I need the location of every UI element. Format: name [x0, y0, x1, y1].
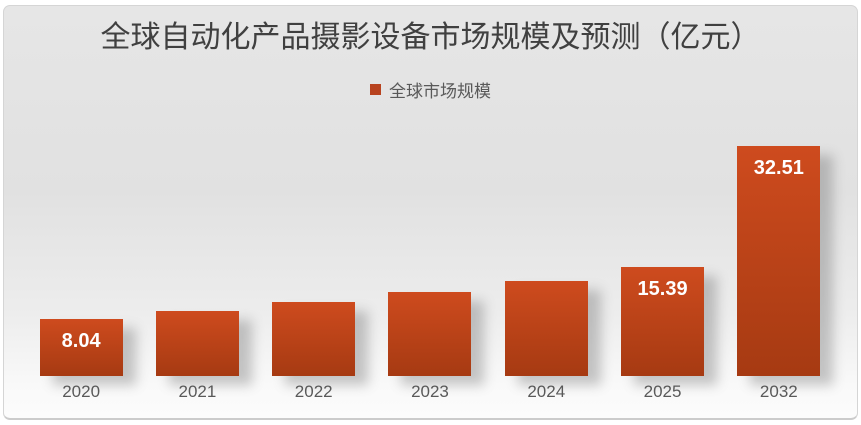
chart-title: 全球自动化产品摄影设备市场规模及预测（亿元） [100, 21, 761, 54]
plot-area: 8.04 15.39 32.51 [23, 100, 837, 376]
bar-column-2023 [372, 100, 488, 376]
legend: 全球市场规模 [0, 79, 861, 101]
bar-2022 [272, 302, 356, 376]
legend-marker-square-icon [370, 83, 381, 95]
x-axis-label-2025: 2025 [643, 382, 682, 401]
x-axis-label-2021: 2021 [178, 382, 217, 401]
bar-2024 [504, 280, 588, 376]
bar-2023 [388, 291, 472, 376]
bar-column-2022 [256, 100, 372, 376]
x-axis-label-2023: 2023 [411, 382, 449, 401]
bar-value-label-2025: 15.39 [637, 278, 688, 301]
bar-value-label-2020: 8.04 [61, 330, 101, 353]
bar-2032: 32.51 [737, 146, 821, 376]
x-axis-label-2024: 2024 [527, 382, 566, 401]
x-axis-labels: 2020 2021 2022 2023 2024 2025 2032 [23, 382, 837, 404]
bar-2021 [155, 310, 239, 376]
bar-value-label-2032: 32.51 [753, 157, 804, 179]
bar-column-2032: 32.51 [721, 100, 837, 376]
bar-2020: 8.04 [39, 319, 123, 376]
bar-column-2025: 15.39 [604, 100, 720, 376]
x-axis-label-2032: 2032 [759, 382, 798, 401]
legend-series-label: 全球市场规模 [389, 81, 491, 101]
x-axis-label-2022: 2022 [294, 382, 333, 401]
bar-column-2021 [139, 100, 255, 376]
bar-column-2020: 8.04 [23, 100, 139, 376]
bar-2025: 15.39 [621, 267, 705, 376]
bar-column-2024 [488, 100, 604, 376]
x-axis-label-2020: 2020 [62, 382, 101, 401]
